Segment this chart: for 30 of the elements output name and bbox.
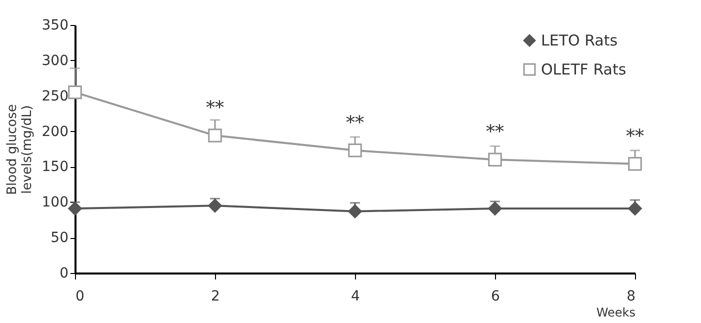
point [208, 128, 222, 142]
point [348, 144, 362, 158]
y-tick-label: 350 [42, 18, 68, 34]
legend-label: LETO Rats [541, 32, 618, 50]
point [68, 202, 82, 216]
point [68, 85, 82, 100]
y-tick-label: 300 [42, 52, 68, 69]
point [208, 198, 222, 213]
y-tick-label: 250 [42, 88, 68, 104]
point [488, 202, 502, 216]
x-axis-title: Weeks [596, 306, 636, 320]
y-tick-label: 200 [42, 124, 68, 140]
point [488, 152, 502, 166]
annotation: ** [486, 122, 504, 143]
y-tick-label: 0 [60, 266, 68, 282]
y-tick-label: 100 [42, 194, 68, 211]
x-tick-label: 8 [626, 288, 636, 304]
x-tick-label: 6 [491, 288, 500, 304]
point [628, 157, 642, 171]
y-tick-label: 50 [50, 230, 68, 246]
legend-label: OLETF Rats [541, 60, 626, 78]
y-tick-label: 150 [42, 159, 68, 176]
point [348, 204, 362, 218]
y-axis-title: Blood glucose levels(mg/dL) [4, 104, 35, 195]
x-tick-label: 4 [351, 288, 360, 304]
annotation: ** [206, 98, 224, 119]
x-tick-label: 0 [76, 288, 84, 304]
x-tick-label: 2 [211, 288, 220, 304]
annotation: ** [346, 112, 364, 134]
annotation: ** [626, 126, 644, 147]
